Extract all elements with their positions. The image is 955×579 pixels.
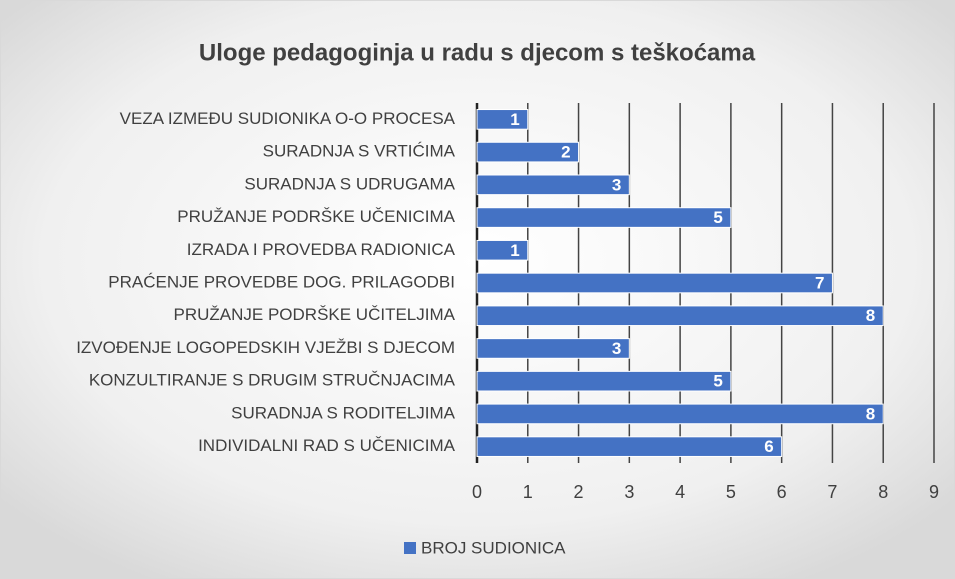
data-label: 1 xyxy=(510,110,519,129)
data-label: 6 xyxy=(764,437,773,456)
bar xyxy=(476,338,630,359)
data-label: 1 xyxy=(510,241,519,260)
x-tick-label: 5 xyxy=(726,482,736,502)
y-tick-label: PRAĆENJE PROVEDBE DOG. PRILAGODBI xyxy=(108,272,455,291)
y-tick-label: INDIVIDALNI RAD S UČENICIMA xyxy=(198,436,456,455)
y-tick-label: SURADNJA S RODITELJIMA xyxy=(231,403,456,422)
y-tick-label: PRUŽANJE PODRŠKE UČITELJIMA xyxy=(174,305,456,324)
bar xyxy=(476,174,630,196)
data-label: 5 xyxy=(713,208,722,227)
data-label: 7 xyxy=(815,273,824,292)
bar xyxy=(476,403,884,425)
y-tick-label: SURADNJA S VRTIĆIMA xyxy=(263,142,456,161)
data-label: 2 xyxy=(561,143,570,162)
chart-title: Uloge pedagoginja u radu s djecom s tešk… xyxy=(199,39,756,66)
y-tick-label: PRUŽANJE PODRŠKE UČENICIMA xyxy=(177,207,455,226)
x-tick-label: 0 xyxy=(472,482,482,502)
x-tick-label: 1 xyxy=(523,482,533,502)
bar xyxy=(476,305,884,327)
x-tick-label: 3 xyxy=(624,482,634,502)
y-tick-label: IZRADA I PROVEDBA RADIONICA xyxy=(187,240,456,259)
data-label: 5 xyxy=(713,372,722,391)
legend-label: BROJ SUDIONICA xyxy=(421,538,566,557)
bar xyxy=(476,207,732,228)
y-tick-label: IZVOĐENJE LOGOPEDSKIH VJEŽBI S DJECOM xyxy=(76,338,455,357)
x-tick-label: 7 xyxy=(827,482,837,502)
y-tick-label: VEZA IZMEĐU SUDIONIKA O-O PROCESA xyxy=(120,109,456,128)
bar xyxy=(476,272,833,294)
y-tick-label: KONZULTIRANJE S DRUGIM STRUČNJACIMA xyxy=(89,371,456,390)
bar xyxy=(476,436,783,457)
x-tick-label: 6 xyxy=(777,482,787,502)
bar xyxy=(476,141,580,163)
data-label: 3 xyxy=(612,339,621,358)
bar xyxy=(476,370,732,392)
x-tick-label: 4 xyxy=(675,482,685,502)
bar xyxy=(476,239,529,261)
data-label: 3 xyxy=(612,175,621,194)
x-tick-label: 8 xyxy=(878,482,888,502)
legend-swatch xyxy=(404,542,416,554)
data-label: 8 xyxy=(866,404,875,423)
x-tick-label: 9 xyxy=(929,482,939,502)
y-tick-label: SURADNJA S UDRUGAMA xyxy=(244,174,455,193)
data-label: 8 xyxy=(866,306,875,325)
x-tick-label: 2 xyxy=(574,482,584,502)
bar xyxy=(476,109,529,130)
